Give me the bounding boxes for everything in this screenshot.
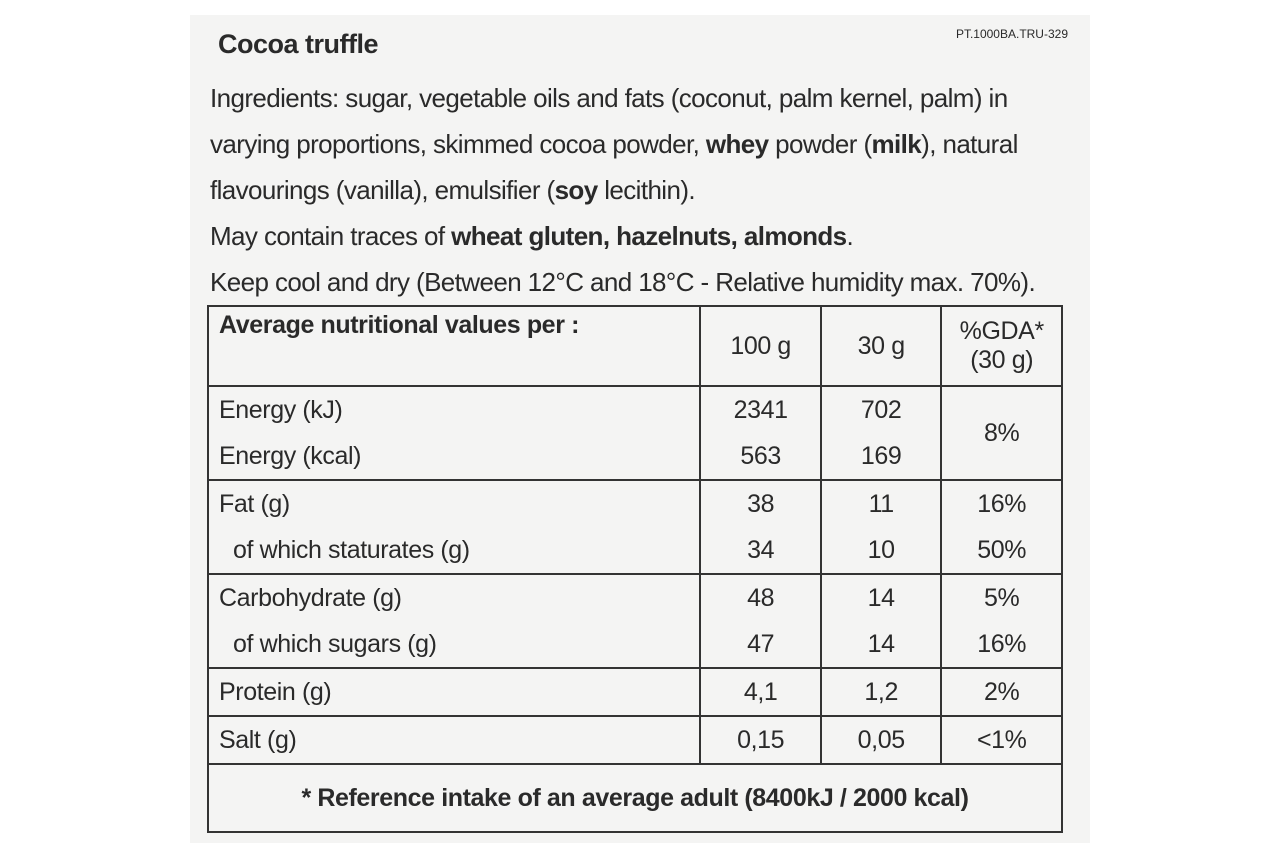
text-segment: milk [871, 129, 922, 159]
nutrient-value: 2% [940, 667, 1063, 716]
table-row: Fat (g) 38 11 16% [206, 479, 1063, 527]
text-segment: powder ( [768, 129, 872, 159]
nutrient-name: Energy (kJ) [206, 385, 702, 433]
table-row: of which staturates (g) 34 10 50% [206, 527, 1063, 574]
table-row: Energy (kcal) 563 169 [206, 433, 1062, 480]
nutrient-name: Protein (g) [206, 667, 702, 716]
table-row: Protein (g) 4,1 1,2 2% [206, 667, 1063, 716]
nutrient-value: 10 [819, 527, 943, 574]
text-segment: Ingredients: sugar, vegetable oils and f… [210, 83, 1008, 159]
header-cell: 30 g [819, 305, 943, 387]
product-code: PT.1000BA.TRU-329 [955, 27, 1068, 41]
nutrient-value: 0,15 [699, 715, 822, 764]
table-row: Energy (kJ) 2341 702 8% [206, 385, 1063, 480]
nutrient-value: 169 [819, 433, 943, 480]
product-title: Cocoa truffle [218, 29, 379, 59]
nutrient-value: 38 [699, 479, 822, 527]
text-segment: soy [554, 175, 599, 205]
nutrient-value: 2341 [699, 385, 822, 433]
nutrient-value: 48 [699, 573, 822, 621]
nutrient-value: 0,05 [819, 715, 943, 764]
nutrient-value: 16% [940, 621, 1063, 668]
nutrient-value: <1% [940, 715, 1063, 764]
nutrition-table: Average nutritional values per :100 g 30 … [206, 305, 1063, 833]
allergens: May contain traces of wheat gluten, haze… [210, 213, 1070, 259]
nutrient-name: Salt (g) [206, 715, 702, 764]
text-segment: May contain traces of [210, 221, 452, 251]
nutrient-name: Carbohydrate (g) [206, 573, 702, 621]
ingredients: Ingredients: sugar, vegetable oils and f… [210, 75, 1070, 213]
footnote-row: * Reference intake of an average adult (… [207, 763, 1063, 833]
text-segment: ), natural flavourings (vanilla), emulsi… [210, 129, 1018, 205]
text-segment: whey [705, 129, 769, 159]
nutrient-value: 34 [699, 527, 822, 574]
nutrient-value: 8% [940, 385, 1063, 480]
text-segment: . [846, 221, 854, 251]
table-body: Energy (kJ) 2341 702 8% Energy (kcal) 563 169 F… [206, 385, 1063, 764]
footnote: * Reference intake of an average adult (… [207, 763, 1063, 833]
nutrient-name: of which staturates (g) [206, 527, 702, 574]
storage: Keep cool and dry (Between 12°C and 18°C… [210, 267, 1036, 297]
nutrient-value: 11 [819, 479, 943, 527]
label: Cocoa truffle PT.1000BA.TRU-329 Ingredie… [190, 15, 1090, 843]
header-cell: %GDA* (30 g) [940, 305, 1063, 387]
text-segment: lecithin). [597, 175, 696, 205]
nutrient-name: Fat (g) [206, 479, 702, 527]
table-row: of which sugars (g) 47 14 16% [206, 621, 1063, 668]
header-cell: Average nutritional values per : [206, 305, 702, 387]
table-row: Salt (g) 0,15 0,05 <1% [206, 715, 1063, 764]
table-row: Carbohydrate (g) 48 14 5% [206, 573, 1063, 621]
nutrient-value: 5% [940, 573, 1063, 621]
nutrient-value: 4,1 [699, 667, 822, 716]
nutrient-value: 14 [819, 573, 943, 621]
nutrient-value: 1,2 [819, 667, 943, 716]
nutrient-value: 702 [819, 385, 943, 433]
nutrient-value: 14 [819, 621, 943, 668]
nutrient-value: 16% [940, 479, 1063, 527]
nutrient-value: 563 [699, 433, 822, 480]
nutrient-name: Energy (kcal) [206, 433, 702, 480]
nutrient-value: 47 [699, 621, 822, 668]
nutrient-value: 50% [940, 527, 1063, 574]
header-row: Average nutritional values per :100 g 30 … [206, 305, 1063, 387]
nutrient-name: of which sugars (g) [206, 621, 702, 668]
label-text: Ingredients: sugar, vegetable oils and f… [210, 75, 1070, 305]
header-cell: 100 g [699, 305, 822, 387]
text-segment: wheat gluten, hazelnuts, almonds [451, 221, 847, 251]
